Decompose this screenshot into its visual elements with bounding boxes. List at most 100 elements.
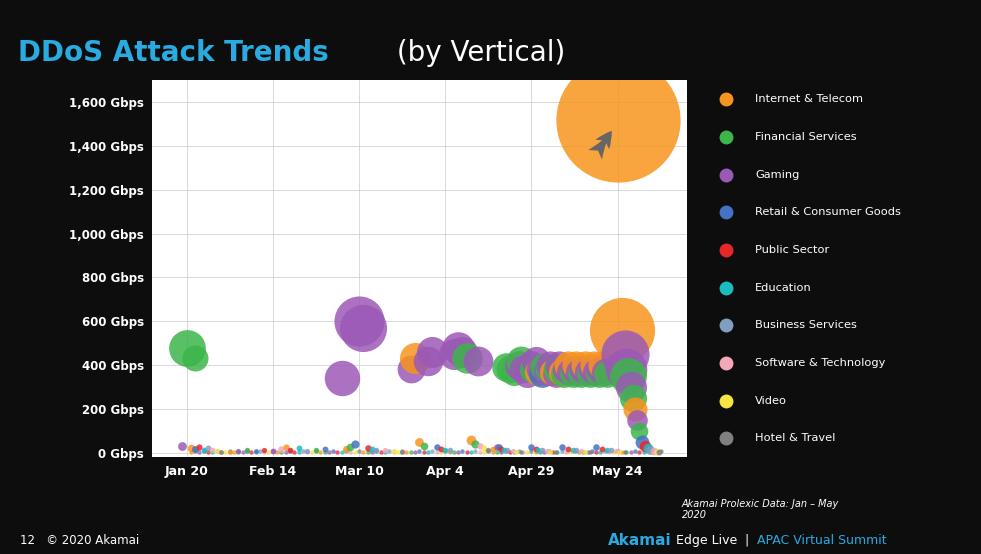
Point [286,448,302,456]
Point [608,447,624,455]
Point [545,448,561,456]
Point [463,435,479,444]
Point [643,445,658,454]
Point [558,448,574,456]
Point [312,448,328,456]
Point [580,367,595,376]
Text: Education: Education [755,283,812,293]
Point [239,447,255,456]
Point [416,442,432,450]
Point [617,350,633,358]
Text: Retail & Consumer Goods: Retail & Consumer Goods [755,207,902,217]
Point [540,367,555,376]
Point [605,448,621,456]
Point [632,448,647,456]
Point [593,447,608,456]
Point [265,447,281,455]
Point [568,361,584,370]
Point [502,448,518,456]
Point [614,448,630,456]
Point [506,367,522,376]
Point [632,427,647,435]
Point [222,447,237,456]
Point [485,448,500,456]
Point [623,382,639,391]
Point [334,447,349,456]
Point [533,447,548,456]
Point [416,448,432,456]
Point [317,444,333,453]
Point [326,447,341,456]
Text: (by Vertical): (by Vertical) [388,39,566,67]
Point [429,443,444,452]
Point [347,448,363,456]
Point [618,447,634,456]
Point [611,447,627,456]
Point [571,448,587,456]
Text: Edge Live: Edge Live [672,534,738,547]
Point [308,445,324,454]
Point [537,363,552,372]
Point [603,445,619,454]
Point [577,361,593,370]
Point [342,443,358,452]
Point [459,448,475,456]
Point [227,448,242,456]
Text: 12   © 2020 Akamai: 12 © 2020 Akamai [20,534,139,547]
Point [554,447,570,455]
Point [599,370,615,378]
Point [526,365,542,374]
Point [586,361,601,370]
Point [283,447,298,456]
Point [247,447,263,456]
Point [638,442,653,450]
Point [196,447,212,456]
Point [515,365,531,374]
Point [528,445,543,454]
Point [191,443,207,452]
Text: Software & Technology: Software & Technology [755,358,886,368]
Point [433,445,448,454]
Point [485,444,500,453]
Point [618,365,634,374]
Point [580,448,595,456]
Text: |: | [741,534,752,547]
Point [476,444,491,453]
Point [651,448,667,456]
Point [441,448,457,456]
Point [403,365,419,374]
Point [196,446,212,455]
Point [209,447,225,455]
Point [583,370,598,378]
Point [490,447,505,456]
Point [330,448,345,456]
Point [446,447,462,456]
Text: Hotel & Travel: Hotel & Travel [755,433,836,443]
Point [540,447,555,455]
Point [472,442,488,450]
Point [364,448,380,456]
Point [187,445,203,454]
Point [554,367,570,376]
Point [382,447,397,455]
Point [493,445,509,454]
Point [470,356,486,365]
Point [274,447,289,456]
Point [490,443,506,452]
Point [338,445,354,454]
Point [308,447,324,456]
Point [187,354,203,363]
Point [541,447,556,456]
Point [558,365,574,374]
Point [179,343,194,352]
Point [321,448,336,456]
Point [476,448,491,456]
Point [256,446,272,455]
Point [502,365,518,374]
Point [545,367,561,376]
Point [533,365,548,374]
Point [497,363,513,372]
Point [574,447,590,455]
Point [567,447,583,456]
Point [629,416,645,424]
